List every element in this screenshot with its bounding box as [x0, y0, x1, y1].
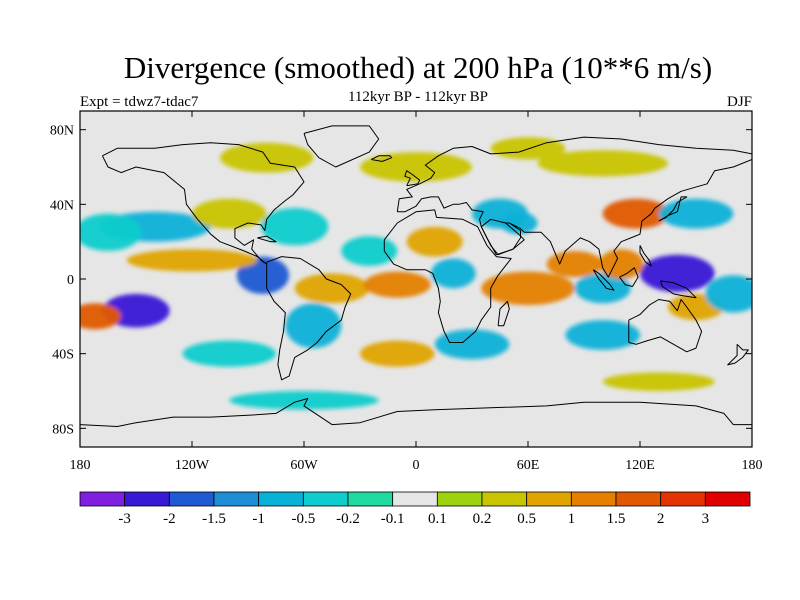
- field-cell-23: [598, 249, 644, 279]
- colorbar-label-2: -2: [163, 511, 176, 527]
- coastline-japan: [658, 196, 688, 222]
- colorbar-label-5: -0.5: [291, 511, 315, 527]
- colorbar-swatch-6: [302, 491, 349, 507]
- colorbar-swatch-8: [392, 491, 438, 507]
- field-cell-10: [285, 303, 342, 349]
- coastline-new-zealand: [727, 343, 749, 366]
- y-tick-label-3: 0: [67, 273, 74, 288]
- colorbar-label-14: 3: [702, 511, 710, 527]
- field-cell-8: [261, 208, 329, 246]
- field-cell-12: [341, 236, 398, 266]
- x-tick-label-3: 60W: [290, 458, 318, 473]
- colorbar-label-1: -3: [118, 511, 131, 527]
- field-cell-33: [537, 150, 668, 177]
- field-cell-35: [490, 137, 566, 160]
- x-tick-label-6: 120E: [625, 458, 655, 473]
- period-label: 112kyr BP - 112kyr BP: [347, 89, 488, 105]
- colorbar-swatch-14: [660, 491, 706, 507]
- colorbar-label-11: 1: [568, 511, 576, 527]
- x-tick-label-2: 120W: [175, 458, 210, 473]
- colorbar-label-8: 0.1: [428, 511, 447, 527]
- experiment-label: Expt = tdwz7-tdac7: [80, 94, 199, 110]
- colorbar-swatch-7: [347, 491, 394, 507]
- field-cell-30: [602, 372, 715, 392]
- coastline-sumatra: [592, 269, 615, 291]
- coastline-north-america: [101, 142, 305, 265]
- colorbar-swatch-13: [615, 491, 662, 507]
- coastline-greenland: [303, 125, 380, 168]
- field-cell-14: [430, 258, 476, 289]
- colorbar-swatch-9: [436, 491, 483, 507]
- coastline-madagascar: [497, 300, 510, 327]
- x-tick-label-7: 180: [742, 458, 763, 473]
- colorbar-swatch-4: [213, 491, 260, 507]
- colorbar-label-9: 0.2: [473, 511, 492, 527]
- coastline-australia: [628, 299, 703, 353]
- field-cell-6: [80, 213, 142, 251]
- coastline-cuba: [257, 235, 277, 243]
- divergence-field: [80, 137, 752, 410]
- y-tick-label-2: 40N: [50, 198, 74, 213]
- y-tick-label-5: 80S: [52, 422, 74, 437]
- coastline-antarctica: [80, 398, 752, 427]
- field-cell-21: [640, 254, 715, 293]
- coastline-eurasia: [396, 136, 752, 278]
- plot-title: Divergence (smoothed) at 200 hPa (10**6 …: [123, 50, 713, 85]
- coastline-philippines: [639, 245, 652, 267]
- colorbar-label-13: 2: [657, 511, 665, 527]
- field-cell-22: [658, 198, 734, 229]
- field-cell-16: [500, 211, 538, 235]
- x-tick-label-5: 60E: [517, 458, 540, 473]
- coastline-iceland: [370, 155, 393, 162]
- field-cell-3: [236, 256, 289, 294]
- field-cell-26: [565, 320, 640, 350]
- colorbar-label-6: -0.2: [336, 511, 360, 527]
- y-tick-label-4: 40S: [52, 348, 74, 363]
- field-cell-25: [705, 275, 752, 313]
- field-cell-2: [80, 303, 121, 330]
- colorbar-label-10: 0.5: [517, 511, 536, 527]
- field-cell-4: [126, 249, 258, 272]
- x-tick-label-1: 180: [70, 458, 91, 473]
- colorbar-label-3: -1.5: [202, 511, 226, 527]
- season-label: DJF: [726, 94, 752, 110]
- coastline-south-america: [266, 256, 352, 381]
- coastline-africa: [383, 209, 512, 343]
- colorbar-label-7: -0.1: [381, 511, 405, 527]
- colorbar-swatch-2: [124, 491, 170, 507]
- colorbar-swatch-11: [526, 491, 572, 507]
- colorbar-swatch-12: [570, 491, 617, 507]
- coastlines: [80, 125, 752, 427]
- field-cell-19: [574, 273, 631, 304]
- coastline-borneo: [619, 267, 639, 287]
- field-cell-7: [192, 198, 267, 229]
- colorbar-swatch-10: [481, 491, 528, 507]
- x-tick-label-4: 0: [413, 458, 420, 473]
- colorbar-swatch-3: [168, 491, 215, 507]
- y-tick-label-1: 80N: [50, 124, 74, 139]
- field-cell-18: [546, 251, 603, 278]
- field-cell-17: [481, 271, 575, 306]
- field-cell-9: [294, 273, 370, 304]
- field-cell-11: [363, 271, 431, 298]
- field-cell-28: [360, 340, 435, 367]
- map-panel: 180 120W 60W 0 60E 120E 180 80N 40N 0 40S 80S: [50, 110, 763, 473]
- colorbar-label-4: -1: [252, 511, 265, 527]
- field-cell-31: [229, 391, 379, 410]
- field-cell-20: [602, 198, 670, 229]
- coastline-arabia-sea-coast: [480, 218, 521, 256]
- coastline-uk: [404, 170, 421, 187]
- field-cell-29: [182, 340, 276, 367]
- map-axes: 180 120W 60W 0 60E 120E 180 80N 40N 0 40S 80S: [50, 111, 763, 473]
- colorbar-label-12: 1.5: [607, 511, 626, 527]
- field-cell-13: [406, 226, 463, 257]
- colorbar-swatch-1: [79, 491, 126, 507]
- coastline-new-guinea: [660, 280, 697, 299]
- colorbar: -3 -2 -1.5 -1 -0.5 -0.2 -0.1 0.1 0.2 0.5 1 1.5 2 3: [79, 491, 751, 527]
- field-cell-27: [434, 329, 510, 360]
- colorbar-swatch-5: [258, 491, 304, 507]
- colorbar-swatch-15: [704, 491, 751, 507]
